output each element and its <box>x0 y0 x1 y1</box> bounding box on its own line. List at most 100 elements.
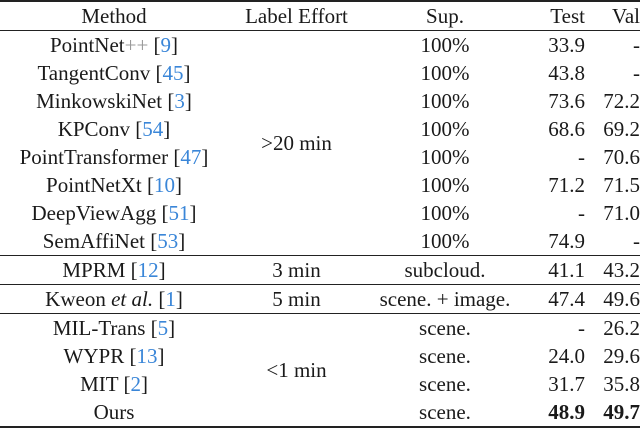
method-cell: PointNetXt [10] <box>46 173 182 197</box>
method-cell: MIL-Trans [5] <box>0 313 228 342</box>
test-cell: 68.6 <box>525 115 589 143</box>
sup-cell: 100% <box>420 145 470 169</box>
table-row: Kweon et al. [1] 5 min scene. + image. 47.4… <box>0 284 640 314</box>
val-cell: 49.6 <box>589 284 640 314</box>
test-cell: 24.0 <box>525 342 589 370</box>
method-cell: MPRM [12] <box>0 255 228 285</box>
method-name: MinkowskiNet <box>36 89 163 113</box>
table-row: PointNetXt [10] 100% 71.2 71.5 <box>0 171 640 199</box>
label-effort-cell: 5 min <box>228 284 365 314</box>
val-value: 71.5 <box>603 173 640 197</box>
val-cell: 29.6 <box>589 342 640 370</box>
label-effort-cell: <1 min <box>228 313 365 428</box>
val-cell: 71.0 <box>589 199 640 227</box>
header-test: Test <box>550 4 585 28</box>
method-name: MIL-Trans <box>52 316 146 340</box>
method-cell: TangentConv [45] <box>37 61 191 85</box>
test-value: 74.9 <box>548 229 585 253</box>
method-cell: DeepViewAgg [51] <box>31 201 197 225</box>
table-row: PointNet++ [9] >20 min 100% 33.9 - <box>0 30 640 256</box>
citation-link[interactable]: 2 <box>130 372 141 396</box>
citation-link[interactable]: 10 <box>153 173 175 197</box>
method-cell: PointTransformer [47] <box>19 145 209 169</box>
sup-cell: scene. <box>419 372 471 396</box>
val-cell: 72.2 <box>589 87 640 115</box>
test-value: 31.7 <box>548 372 585 396</box>
method-name: WYPR <box>63 344 125 368</box>
method-etal: et al. <box>111 287 154 311</box>
val-cell: - <box>589 30 640 59</box>
method-name: PointNet <box>49 33 125 57</box>
sup-cell: 100% <box>420 201 470 225</box>
method-name: DeepViewAgg <box>31 201 157 225</box>
test-cell: 47.4 <box>525 284 589 314</box>
test-cell: 41.1 <box>525 255 589 285</box>
test-value: 43.8 <box>548 61 585 85</box>
sup-cell: 100% <box>420 229 470 253</box>
citation-link[interactable]: 47 <box>180 145 202 169</box>
val-value: 71.0 <box>603 201 640 225</box>
val-value: - <box>633 61 640 85</box>
test-cell: - <box>525 143 589 171</box>
test-cell: 73.6 <box>525 87 589 115</box>
citation-link[interactable]: 12 <box>137 258 159 282</box>
test-value: 48.9 <box>548 400 585 424</box>
label-effort-cell: >20 min <box>228 30 365 256</box>
val-cell: 71.5 <box>589 171 640 199</box>
test-cell: 71.2 <box>525 171 589 199</box>
citation-link[interactable]: 54 <box>142 117 164 141</box>
test-value: 73.6 <box>548 89 585 113</box>
test-value: 41.1 <box>548 258 585 282</box>
citation-link[interactable]: 53 <box>157 229 179 253</box>
test-value: - <box>578 316 585 340</box>
val-value: - <box>633 33 640 57</box>
citation-link[interactable]: 13 <box>136 344 158 368</box>
citation-link[interactable]: 3 <box>174 89 185 113</box>
test-value: 71.2 <box>548 173 585 197</box>
citation-link[interactable]: 9 <box>160 33 172 57</box>
test-cell: 33.9 <box>525 30 589 59</box>
sup-cell: 100% <box>420 117 470 141</box>
val-value: 72.2 <box>603 89 640 113</box>
label-effort-cell: 3 min <box>228 255 365 285</box>
test-cell: 43.8 <box>525 59 589 87</box>
table-row: TangentConv [45] 100% 43.8 - <box>0 59 640 87</box>
table-row: PointTransformer [47] 100% -70.6 <box>0 143 640 171</box>
method-name: KPConv <box>57 117 131 141</box>
method-name: Ours <box>93 400 135 424</box>
header-val: Val <box>612 4 640 28</box>
method-cell: SemAffiNet [53] <box>42 229 186 253</box>
val-cell: - <box>589 227 640 256</box>
sup-cell: 100% <box>420 61 470 85</box>
test-cell: 74.9 <box>525 227 589 256</box>
method-cell: MIT [2] <box>80 372 148 396</box>
sup-cell: scene. + image. <box>365 284 525 314</box>
method-name: MPRM <box>62 258 126 282</box>
val-cell: - <box>589 59 640 87</box>
test-value: - <box>578 201 585 225</box>
citation-link[interactable]: 5 <box>157 316 169 340</box>
test-cell: 31.7 <box>525 370 589 398</box>
val-cell: 70.6 <box>589 143 640 171</box>
method-name: TangentConv <box>37 61 151 85</box>
citation-link[interactable]: 1 <box>165 287 176 311</box>
val-cell: 26.2 <box>589 313 640 342</box>
test-value: 68.6 <box>548 117 585 141</box>
header-method: Method <box>81 4 147 28</box>
method-suffix: ++ <box>124 33 149 57</box>
citation-link[interactable]: 45 <box>162 61 184 85</box>
sup-cell: subcloud. <box>365 255 525 285</box>
citation-link[interactable]: 51 <box>168 201 190 225</box>
val-value: 70.6 <box>603 145 640 169</box>
header-sup: Sup. <box>426 4 464 28</box>
method-name: SemAffiNet <box>42 229 145 253</box>
method-cell: PointNet++ [9] <box>0 30 228 59</box>
sup-cell: scene. <box>419 344 471 368</box>
val-value: 35.8 <box>603 372 640 396</box>
test-cell: - <box>525 313 589 342</box>
val-value: 29.6 <box>603 344 640 368</box>
test-cell: - <box>525 199 589 227</box>
val-value: 26.2 <box>603 316 640 340</box>
header-row: Method Label Effort Sup. Test Val <box>0 1 640 31</box>
